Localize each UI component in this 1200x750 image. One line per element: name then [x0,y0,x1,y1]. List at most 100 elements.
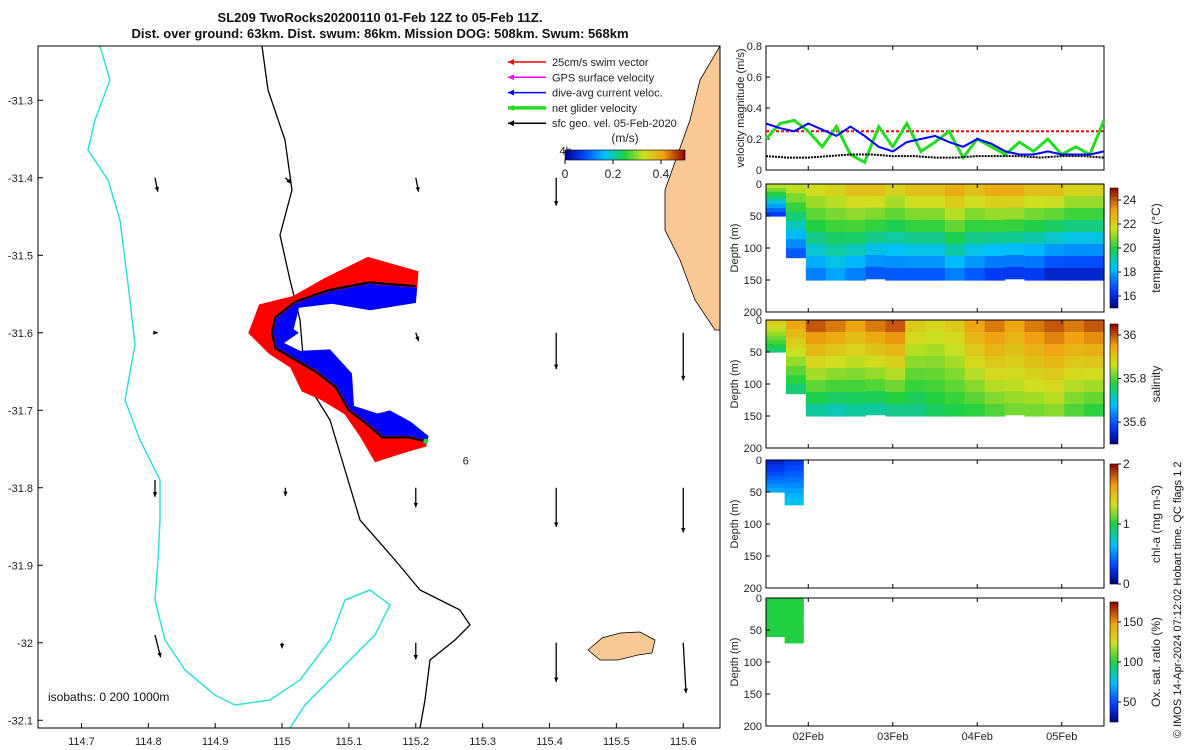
geo-vector-head [279,643,285,649]
panel-colorbar-label: temperature (°C) [1149,203,1163,293]
heatmap-cell [865,402,886,416]
map-y-tick-label: -31.8 [8,483,33,495]
depth-tick-label: 150 [744,411,762,423]
heatmap-cell [885,196,906,209]
heatmap-cell [766,488,786,493]
heatmap-cell [845,220,866,233]
time-tick-label: 02Feb [793,731,824,743]
heatmap-cell [1004,195,1026,209]
legend-label: dive-avg current veloc. [552,88,663,100]
heatmap-cell [944,320,966,333]
heatmap-cell [1084,392,1105,405]
heatmap-cell [984,184,1006,197]
heatmap-cell [925,244,946,257]
heatmap-cell [766,472,786,477]
heatmap-cell [1004,255,1026,268]
heatmap-cell [845,404,866,417]
heatmap-cell [766,612,786,618]
heatmap-cell [825,232,847,245]
heatmap-cell [766,631,786,637]
heatmap-cell [1004,379,1026,392]
heatmap-cell [1004,355,1026,368]
y-tick-label: 0.2 [747,134,762,146]
geo-vector-head [154,186,160,192]
geo-vector-head [153,330,158,335]
heatmap-cell [766,460,786,465]
heatmap-cell [825,256,847,269]
heatmap-cell [1084,404,1105,417]
heatmap-cell [944,208,966,221]
heatmap-cell [785,356,807,367]
map-frame [37,45,721,729]
heatmap-cell [984,256,1006,269]
heatmap-cell [784,626,804,633]
panel-colorbar-tick-label: 0 [1123,577,1130,591]
heatmap-cell [825,392,847,405]
heatmap-cell [1084,380,1105,393]
heatmap-cell [845,344,866,357]
map-x-tick-label: 115 [273,736,291,748]
map-colorbar-bar [564,149,686,161]
heatmap-cell [784,609,804,616]
heatmap-cell [944,220,966,233]
depth-tick-label: 0 [756,315,762,327]
heatmap-cell [805,356,827,369]
heatmap-cell [865,243,886,256]
legend-arrowhead [508,74,514,81]
geo-vector-head [554,522,559,527]
isobath-200m [87,46,391,728]
heatmap-cell [1024,184,1045,197]
heatmap-cell [1064,256,1085,269]
heatmap-cell [984,368,1006,381]
heatmap-cell [845,208,866,221]
velocity-panel-frame [765,45,1105,171]
heatmap-cell [825,368,847,381]
heatmap-cell [1064,320,1085,333]
heatmap-cell [1044,344,1065,357]
heatmap-cell [805,380,827,393]
depth-tick-label: 200 [744,583,762,595]
heatmap-cell [785,211,807,222]
heatmap-cell [964,256,986,269]
heatmap-cell [964,268,986,281]
heatmap-cell [984,268,1006,281]
heatmap-cell [784,460,804,467]
heatmap-cell [1064,356,1085,369]
map-y-ticks: -31.3 -31.4 -31.5 -31.6 -31.7 -31.8 -31.9 -32 -3… [8,95,43,727]
heatmap-cell [1084,220,1105,233]
map-y-tick-label: -31.7 [8,405,33,417]
heatmap-cell [1024,268,1045,281]
panel-colorbar [1109,323,1119,445]
heatmap-cell [1064,268,1085,281]
heatmap-cell [845,232,866,245]
heatmap-cell [964,220,986,233]
depth-tick-label: 200 [744,307,762,319]
heatmap-cell [944,368,966,381]
depth-tick-label: 50 [750,487,762,499]
heatmap-cell [865,255,886,268]
heatmap-cell [885,268,906,281]
depth-tick-label: 200 [744,721,762,733]
heatmap-cell [785,320,807,330]
heatmap-cell [944,392,966,405]
heatmap-cell [825,208,847,221]
heatmap-cell [1044,268,1065,281]
depth-tick-label: 150 [744,551,762,563]
panel-colorbar-tick-label: 22 [1123,217,1137,231]
heatmap-cell [785,193,807,203]
heatmap-cell [766,208,787,213]
heatmap-cell [905,196,926,209]
heatmap-cell [825,220,847,233]
heatmap-cell [784,476,804,483]
panel-colorbar-label: Ox. sat. ratio (%) [1149,617,1163,707]
heatmap-cell [784,614,804,621]
heatmap-cell [766,192,787,197]
heatmap-cell [964,344,986,357]
heatmap-cell [964,320,986,333]
panel-colorbar-label: salinity [1149,366,1163,403]
heatmap-cell [885,356,906,369]
heatmap-cell [766,196,787,201]
velocity-series-line [764,118,1106,165]
heatmap-cell [766,622,786,628]
